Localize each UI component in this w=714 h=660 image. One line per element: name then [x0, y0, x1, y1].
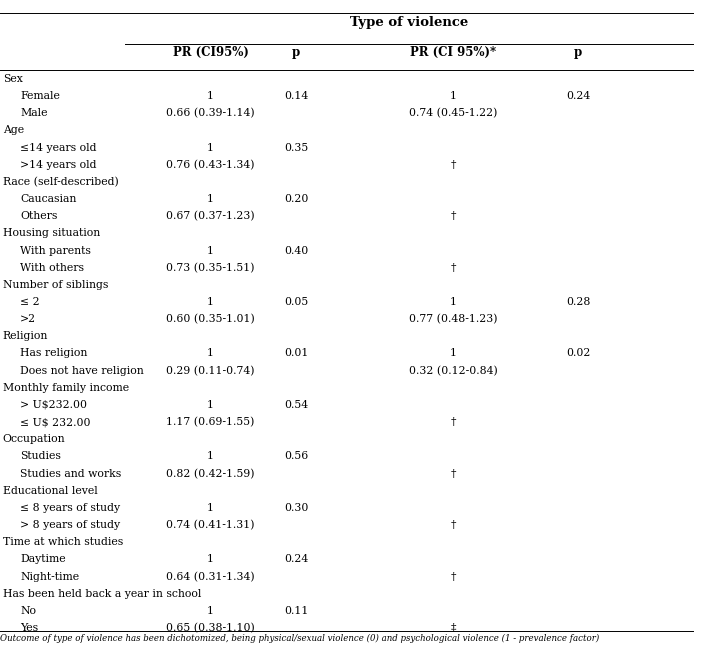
- Text: 0.05: 0.05: [284, 297, 308, 307]
- Text: 0.73 (0.35-1.51): 0.73 (0.35-1.51): [166, 263, 255, 273]
- Text: Night-time: Night-time: [20, 572, 79, 581]
- Text: 0.82 (0.42-1.59): 0.82 (0.42-1.59): [166, 469, 255, 479]
- Text: 1: 1: [207, 194, 214, 204]
- Text: ≤ U$ 232.00: ≤ U$ 232.00: [20, 417, 91, 427]
- Text: 0.67 (0.37-1.23): 0.67 (0.37-1.23): [166, 211, 255, 222]
- Text: > U$232.00: > U$232.00: [20, 400, 87, 410]
- Text: 0.30: 0.30: [284, 503, 308, 513]
- Text: Outcome of type of violence has been dichotomized, being physical/sexual violenc: Outcome of type of violence has been dic…: [0, 634, 599, 644]
- Text: With others: With others: [20, 263, 84, 273]
- Text: Female: Female: [20, 91, 60, 101]
- Text: 0.29 (0.11-0.74): 0.29 (0.11-0.74): [166, 366, 255, 376]
- Text: †: †: [451, 469, 456, 478]
- Text: †: †: [451, 160, 456, 170]
- Text: PR (CI 95%)*: PR (CI 95%)*: [411, 46, 496, 59]
- Text: Religion: Religion: [3, 331, 49, 341]
- Text: 0.14: 0.14: [284, 91, 308, 101]
- Text: 1: 1: [207, 400, 214, 410]
- Text: Occupation: Occupation: [3, 434, 66, 444]
- Text: Has been held back a year in school: Has been held back a year in school: [3, 589, 201, 599]
- Text: Has religion: Has religion: [20, 348, 87, 358]
- Text: †: †: [451, 572, 456, 581]
- Text: p: p: [292, 46, 301, 59]
- Text: 0.60 (0.35-1.01): 0.60 (0.35-1.01): [166, 314, 255, 325]
- Text: †: †: [451, 211, 456, 221]
- Text: No: No: [20, 606, 36, 616]
- Text: 1: 1: [207, 451, 214, 461]
- Text: >2: >2: [20, 314, 36, 324]
- Text: ≤ 8 years of study: ≤ 8 years of study: [20, 503, 120, 513]
- Text: 1: 1: [450, 297, 457, 307]
- Text: 1: 1: [207, 246, 214, 255]
- Text: Studies and works: Studies and works: [20, 469, 121, 478]
- Text: 1: 1: [207, 554, 214, 564]
- Text: 1: 1: [207, 348, 214, 358]
- Text: 0.65 (0.38-1.10): 0.65 (0.38-1.10): [166, 623, 255, 634]
- Text: Daytime: Daytime: [20, 554, 66, 564]
- Text: †: †: [451, 417, 456, 427]
- Text: 0.56: 0.56: [284, 451, 308, 461]
- Text: 0.54: 0.54: [284, 400, 308, 410]
- Text: PR (CI95%): PR (CI95%): [173, 46, 248, 59]
- Text: >14 years old: >14 years old: [20, 160, 96, 170]
- Text: Educational level: Educational level: [3, 486, 98, 496]
- Text: Does not have religion: Does not have religion: [20, 366, 144, 376]
- Text: 1: 1: [450, 348, 457, 358]
- Text: 1: 1: [450, 91, 457, 101]
- Text: ≤ 2: ≤ 2: [20, 297, 39, 307]
- Text: Housing situation: Housing situation: [3, 228, 100, 238]
- Text: 0.01: 0.01: [284, 348, 308, 358]
- Text: > 8 years of study: > 8 years of study: [20, 520, 120, 530]
- Text: 1.17 (0.69-1.55): 1.17 (0.69-1.55): [166, 417, 255, 428]
- Text: Male: Male: [20, 108, 48, 118]
- Text: 1: 1: [207, 91, 214, 101]
- Text: 0.11: 0.11: [284, 606, 308, 616]
- Text: 0.40: 0.40: [284, 246, 308, 255]
- Text: ‡: ‡: [451, 623, 456, 633]
- Text: †: †: [451, 520, 456, 530]
- Text: 1: 1: [207, 143, 214, 152]
- Text: 0.76 (0.43-1.34): 0.76 (0.43-1.34): [166, 160, 255, 170]
- Text: Sex: Sex: [3, 74, 23, 84]
- Text: Number of siblings: Number of siblings: [3, 280, 109, 290]
- Text: 0.66 (0.39-1.14): 0.66 (0.39-1.14): [166, 108, 255, 119]
- Text: 0.77 (0.48-1.23): 0.77 (0.48-1.23): [409, 314, 498, 325]
- Text: †: †: [451, 263, 456, 273]
- Text: 0.74 (0.45-1.22): 0.74 (0.45-1.22): [409, 108, 498, 119]
- Text: Monthly family income: Monthly family income: [3, 383, 129, 393]
- Text: 0.74 (0.41-1.31): 0.74 (0.41-1.31): [166, 520, 255, 531]
- Text: Caucasian: Caucasian: [20, 194, 76, 204]
- Text: Type of violence: Type of violence: [350, 16, 468, 29]
- Text: Time at which studies: Time at which studies: [3, 537, 123, 547]
- Text: 0.64 (0.31-1.34): 0.64 (0.31-1.34): [166, 572, 255, 582]
- Text: 0.32 (0.12-0.84): 0.32 (0.12-0.84): [409, 366, 498, 376]
- Text: 1: 1: [207, 503, 214, 513]
- Text: 1: 1: [207, 297, 214, 307]
- Text: With parents: With parents: [20, 246, 91, 255]
- Text: Yes: Yes: [20, 623, 38, 633]
- Text: ≤14 years old: ≤14 years old: [20, 143, 96, 152]
- Text: 0.02: 0.02: [566, 348, 590, 358]
- Text: 0.24: 0.24: [284, 554, 308, 564]
- Text: 0.24: 0.24: [566, 91, 590, 101]
- Text: Age: Age: [3, 125, 24, 135]
- Text: p: p: [574, 46, 583, 59]
- Text: 1: 1: [207, 606, 214, 616]
- Text: 0.20: 0.20: [284, 194, 308, 204]
- Text: 0.28: 0.28: [566, 297, 590, 307]
- Text: Others: Others: [20, 211, 57, 221]
- Text: Studies: Studies: [20, 451, 61, 461]
- Text: 0.35: 0.35: [284, 143, 308, 152]
- Text: Race (self-described): Race (self-described): [3, 177, 119, 187]
